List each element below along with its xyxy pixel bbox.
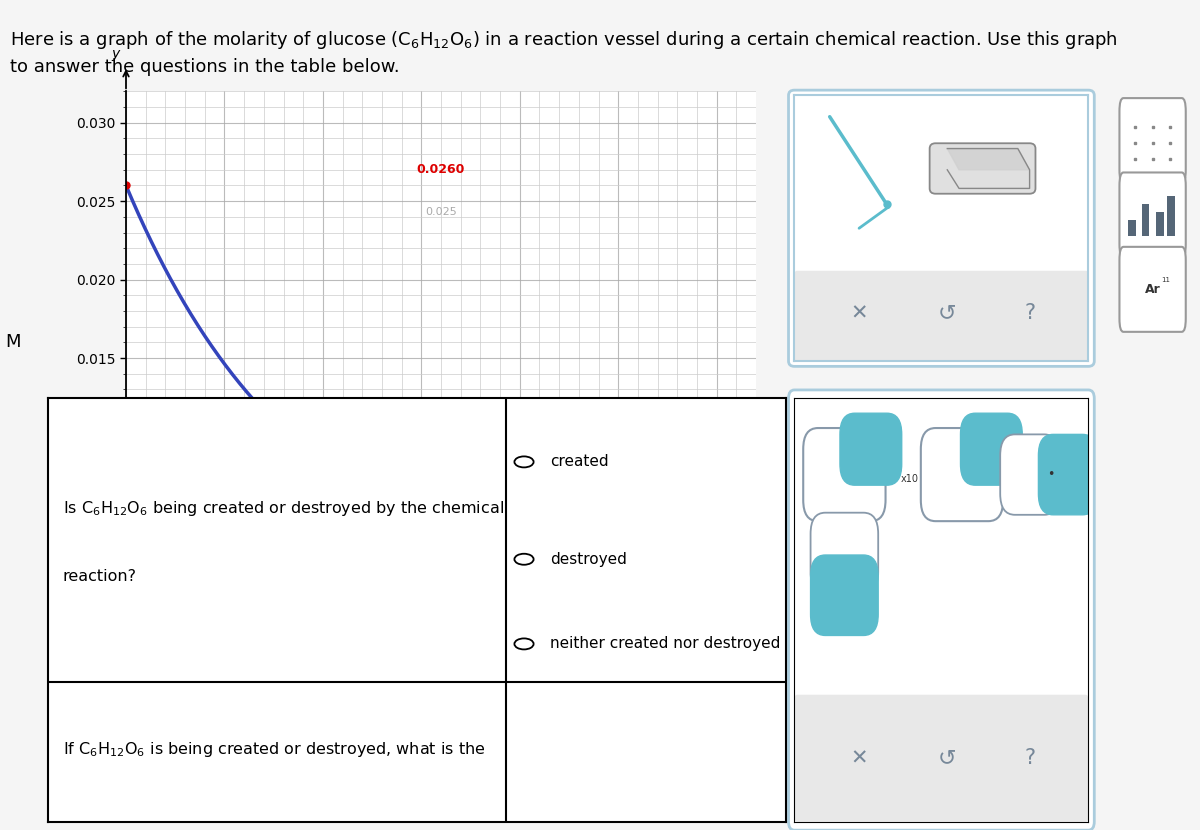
FancyBboxPatch shape bbox=[840, 413, 901, 486]
FancyBboxPatch shape bbox=[1120, 247, 1186, 332]
Text: x: x bbox=[787, 601, 796, 615]
FancyBboxPatch shape bbox=[930, 144, 1036, 193]
Text: created: created bbox=[550, 454, 608, 470]
Text: ?: ? bbox=[1024, 303, 1036, 323]
Text: destroyed: destroyed bbox=[550, 552, 626, 567]
Text: to answer the questions in the table below.: to answer the questions in the table bel… bbox=[10, 58, 400, 76]
FancyBboxPatch shape bbox=[788, 390, 1094, 830]
FancyBboxPatch shape bbox=[803, 428, 886, 521]
Text: Ar: Ar bbox=[1145, 283, 1160, 295]
Text: ↺: ↺ bbox=[938, 303, 956, 323]
Bar bbox=[1156, 212, 1164, 237]
FancyBboxPatch shape bbox=[1120, 173, 1186, 257]
FancyBboxPatch shape bbox=[788, 90, 1094, 366]
Text: Is $\mathregular{C_6H_{12}O_6}$ being created or destroyed by the chemical: Is $\mathregular{C_6H_{12}O_6}$ being cr… bbox=[62, 499, 504, 518]
Text: reaction?: reaction? bbox=[62, 569, 137, 583]
Text: neither created nor destroyed: neither created nor destroyed bbox=[550, 637, 780, 652]
X-axis label: seconds: seconds bbox=[400, 634, 482, 652]
Text: ✕: ✕ bbox=[851, 748, 868, 769]
Text: ✕: ✕ bbox=[851, 303, 868, 323]
FancyBboxPatch shape bbox=[794, 695, 1088, 822]
Text: If $\mathregular{C_6H_{12}O_6}$ is being created or destroyed, what is the: If $\mathregular{C_6H_{12}O_6}$ is being… bbox=[62, 740, 485, 759]
Text: Here is a graph of the molarity of glucose $\left(\mathregular{C_6H_{12}O_6}\rig: Here is a graph of the molarity of gluco… bbox=[10, 29, 1117, 51]
Polygon shape bbox=[947, 149, 1030, 170]
Text: y: y bbox=[112, 47, 120, 61]
FancyBboxPatch shape bbox=[794, 271, 1088, 361]
Text: M: M bbox=[5, 334, 20, 351]
FancyBboxPatch shape bbox=[1038, 434, 1097, 515]
Text: ?: ? bbox=[1024, 748, 1036, 769]
FancyBboxPatch shape bbox=[1001, 434, 1060, 515]
FancyBboxPatch shape bbox=[810, 513, 878, 593]
FancyBboxPatch shape bbox=[1120, 98, 1186, 183]
FancyBboxPatch shape bbox=[960, 413, 1022, 486]
Text: 0.025: 0.025 bbox=[425, 208, 457, 217]
Text: •: • bbox=[1048, 468, 1055, 481]
Text: 11: 11 bbox=[1162, 277, 1170, 283]
Bar bbox=[1128, 220, 1136, 237]
Text: 0.0260: 0.0260 bbox=[416, 163, 466, 176]
Text: x10: x10 bbox=[900, 474, 918, 484]
Bar bbox=[1141, 204, 1150, 237]
Text: ↺: ↺ bbox=[938, 748, 956, 769]
FancyBboxPatch shape bbox=[810, 555, 878, 636]
FancyBboxPatch shape bbox=[920, 428, 1003, 521]
Bar bbox=[1168, 197, 1175, 237]
